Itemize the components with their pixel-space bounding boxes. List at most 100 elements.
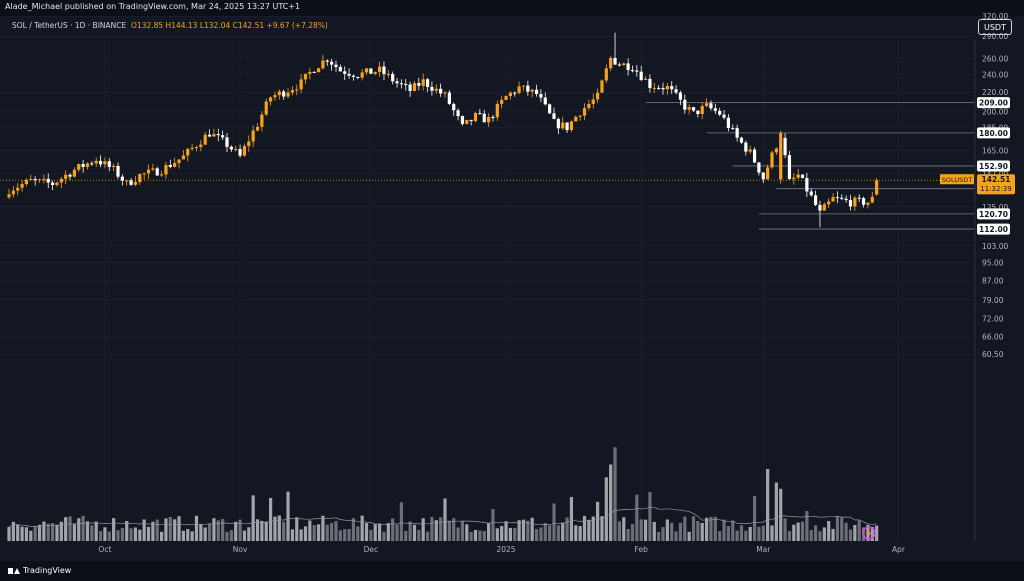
volume-bar bbox=[160, 531, 164, 541]
candle-body bbox=[622, 63, 626, 66]
volume-bar bbox=[556, 525, 560, 541]
candle-body bbox=[482, 113, 486, 123]
currency-button[interactable]: USDT bbox=[978, 19, 1012, 35]
volume-bar bbox=[334, 521, 338, 541]
level-tag-label: 152.90 bbox=[979, 162, 1008, 171]
candle-body bbox=[125, 180, 129, 182]
candle-body bbox=[59, 178, 63, 183]
volume-bar bbox=[125, 521, 129, 541]
tradingview-icon bbox=[8, 567, 20, 575]
price-tick-label: 320.00 bbox=[982, 12, 1008, 21]
volume-bar bbox=[604, 477, 608, 541]
volume-bar bbox=[194, 515, 199, 541]
volume-bar bbox=[713, 516, 717, 541]
price-tick-label: 79.00 bbox=[982, 296, 1004, 305]
last-price-tag bbox=[977, 174, 1015, 195]
candle-body bbox=[186, 148, 190, 156]
candle-body bbox=[338, 66, 342, 72]
candle-body bbox=[412, 83, 417, 91]
candle-body bbox=[282, 91, 286, 97]
candle-body bbox=[696, 110, 700, 114]
volume-bar bbox=[146, 526, 151, 541]
volume-bar bbox=[857, 520, 861, 541]
level-tag bbox=[977, 127, 1010, 139]
volume-bar bbox=[212, 518, 216, 541]
candle-body bbox=[277, 91, 281, 96]
candle-body bbox=[835, 197, 839, 199]
candle-body bbox=[853, 197, 857, 207]
volume-bar bbox=[16, 525, 20, 541]
volume-bar bbox=[312, 525, 316, 541]
price-tick-label: 200.00 bbox=[982, 108, 1008, 117]
volume-bar bbox=[766, 469, 770, 541]
volume-bar bbox=[591, 516, 595, 541]
level-tag-label: 209.00 bbox=[979, 99, 1008, 108]
candle-body bbox=[783, 137, 787, 156]
candle-body bbox=[766, 167, 770, 180]
volume-bar bbox=[168, 516, 172, 541]
volume-bar bbox=[425, 531, 430, 541]
candle-body bbox=[718, 110, 722, 115]
candle-body bbox=[146, 169, 151, 174]
candle-body bbox=[234, 149, 238, 151]
candle-body bbox=[242, 146, 247, 156]
volume-bar bbox=[853, 525, 857, 541]
candle-body bbox=[556, 118, 560, 129]
volume-bar bbox=[543, 522, 547, 541]
volume-bar bbox=[360, 515, 364, 541]
candle-body bbox=[386, 73, 390, 75]
candle-body bbox=[94, 160, 98, 164]
volume-bar bbox=[277, 515, 281, 541]
volume-bar bbox=[626, 528, 630, 541]
volume-bar bbox=[787, 531, 792, 541]
volume-bar bbox=[434, 520, 438, 541]
candle-body bbox=[691, 107, 696, 111]
candle-body bbox=[473, 113, 478, 122]
candle-body bbox=[670, 86, 674, 90]
volume-bar bbox=[473, 529, 478, 541]
level-tag-label: 112.00 bbox=[979, 225, 1008, 234]
volume-bar bbox=[517, 520, 521, 541]
candle-body bbox=[112, 165, 116, 168]
replay-icon[interactable] bbox=[862, 526, 876, 540]
candle-body bbox=[875, 180, 879, 195]
candle-body bbox=[674, 89, 678, 93]
volume-bar bbox=[534, 529, 539, 541]
candle-body bbox=[713, 108, 717, 111]
volume-bar bbox=[748, 526, 752, 541]
tradingview-logo[interactable]: TradingView bbox=[8, 566, 71, 575]
candle-body bbox=[360, 72, 364, 78]
candle-body bbox=[469, 119, 473, 122]
candle-body bbox=[609, 57, 613, 69]
volume-bar bbox=[290, 529, 294, 541]
volume-bar bbox=[530, 517, 534, 541]
footer-bar bbox=[0, 561, 1024, 581]
candle-body bbox=[709, 103, 713, 109]
candle-body bbox=[687, 107, 691, 110]
candle-body bbox=[643, 78, 648, 80]
publish-info: Alade_Michael published on TradingView.c… bbox=[5, 2, 301, 11]
time-tick-label: Dec bbox=[364, 545, 379, 554]
volume-bar bbox=[238, 519, 242, 541]
candle-body bbox=[460, 116, 465, 124]
volume-bar bbox=[321, 515, 325, 541]
volume-bar bbox=[343, 529, 347, 541]
volume-bar bbox=[539, 527, 543, 541]
volume-bar bbox=[225, 531, 229, 541]
candle-body bbox=[378, 66, 382, 73]
candle-body bbox=[330, 61, 334, 65]
candle-body bbox=[543, 97, 547, 105]
volume-bar bbox=[691, 516, 696, 541]
volume-bar bbox=[809, 530, 813, 541]
volume-bar bbox=[696, 520, 700, 541]
volume-bar bbox=[657, 531, 661, 541]
price-tick-label: 125.00 bbox=[982, 203, 1008, 212]
volume-bar bbox=[421, 518, 425, 541]
grid-lines bbox=[0, 15, 975, 541]
candle-body bbox=[325, 60, 329, 62]
candle-body bbox=[569, 121, 574, 131]
symbol-legend[interactable]: SOL / TetherUS · 1D · BINANCE O132.85 H1… bbox=[12, 21, 328, 30]
volume-bar bbox=[216, 520, 220, 541]
